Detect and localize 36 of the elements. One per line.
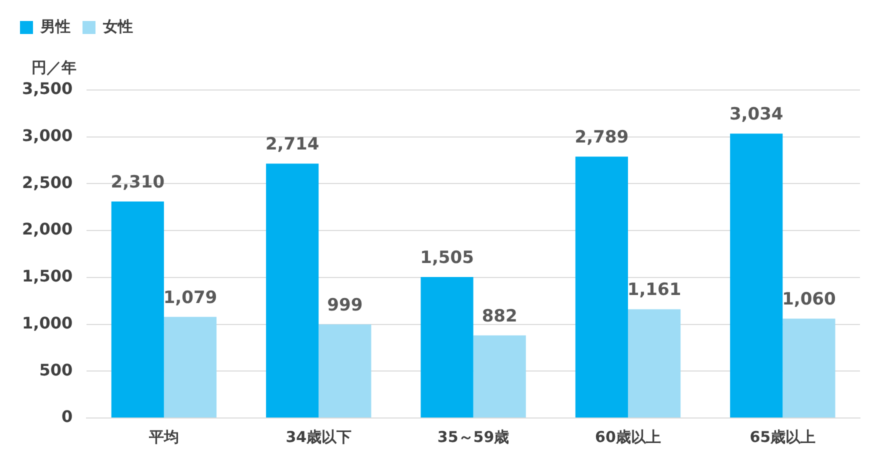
x-tick-label: 平均 (148, 428, 179, 446)
data-label: 2,714 (265, 134, 320, 155)
bar (473, 335, 526, 418)
y-tick-label: 3,000 (22, 126, 73, 146)
y-tick-label: 2,000 (22, 220, 73, 239)
data-label: 1,060 (782, 290, 836, 310)
data-label: 1,505 (420, 248, 474, 268)
legend-label: 男性 (40, 17, 70, 36)
bar (266, 164, 319, 418)
y-tick-label: 1,000 (22, 313, 73, 332)
x-tick-label: 60歳以上 (595, 428, 661, 446)
x-tick-label: 65歳以上 (750, 428, 816, 446)
x-tick-label: 35～59歳 (437, 428, 510, 446)
y-tick-label: 0 (61, 407, 73, 426)
bar (318, 324, 372, 418)
data-label: 1,079 (163, 288, 218, 308)
data-label: 2,310 (110, 172, 165, 192)
y-tick-label: 3,500 (22, 79, 73, 98)
bar (111, 202, 164, 418)
y-tick-label: 2,500 (22, 172, 73, 192)
data-label: 999 (327, 295, 363, 316)
data-label: 2,789 (574, 128, 629, 148)
bar (628, 309, 681, 418)
data-label: 882 (482, 306, 518, 326)
data-label: 3,034 (729, 104, 784, 125)
bar (575, 156, 628, 418)
y-tick-label: 500 (39, 360, 73, 380)
y-axis-title: 円／年 (32, 58, 77, 76)
data-label: 1,161 (627, 280, 682, 300)
y-tick-label: 1,500 (22, 266, 73, 286)
bar (782, 318, 836, 418)
legend-label: 女性 (102, 17, 133, 36)
bar (420, 276, 474, 418)
bar (164, 316, 217, 418)
bar (730, 134, 783, 418)
x-tick-label: 34歳以下 (286, 428, 352, 446)
